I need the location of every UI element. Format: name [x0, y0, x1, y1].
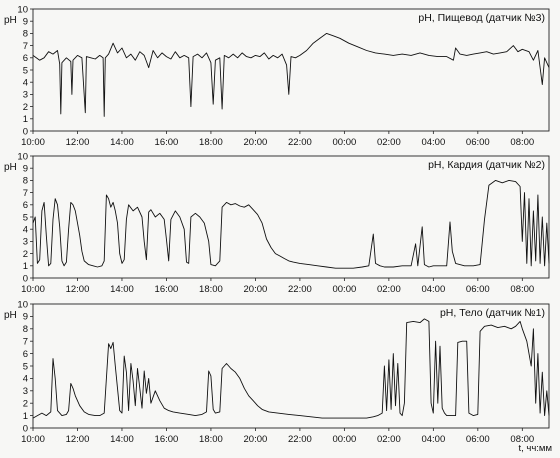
y-tick-label: 6 — [23, 349, 28, 360]
x-tick-label: 08:00 — [510, 284, 534, 295]
x-tick-label: 14:00 — [110, 284, 134, 295]
y-tick-label: 6 — [23, 53, 28, 64]
x-tick-label: 08:00 — [510, 137, 534, 148]
y-tick-label: 3 — [23, 386, 28, 397]
x-tick-label: 00:00 — [332, 284, 356, 295]
y-tick-label: 5 — [23, 65, 28, 76]
y-tick-label: 0 — [23, 423, 28, 434]
x-tick-label: 00:00 — [332, 137, 356, 148]
x-tick-label: 16:00 — [155, 284, 179, 295]
x-tick-label: 16:00 — [155, 137, 179, 148]
x-tick-label: 08:00 — [510, 434, 534, 445]
x-tick-label: 18:00 — [199, 434, 223, 445]
y-tick-label: 7 — [23, 337, 28, 348]
x-tick-label: 02:00 — [377, 434, 401, 445]
x-tick-label: 10:00 — [21, 284, 45, 295]
y-tick-label: 6 — [23, 200, 28, 211]
x-tick-label: 18:00 — [199, 284, 223, 295]
x-tick-label: 02:00 — [377, 284, 401, 295]
panel-title: pH, Пищевод (датчик №3) — [418, 12, 545, 24]
x-tick-label: 22:00 — [288, 434, 312, 445]
y-tick-label: 8 — [23, 29, 28, 40]
y-tick-label: 0 — [23, 273, 28, 284]
plot-frame — [32, 303, 550, 429]
y-tick-label: 9 — [23, 312, 28, 323]
x-tick-label: 12:00 — [66, 137, 90, 148]
x-tick-label: 14:00 — [110, 434, 134, 445]
x-tick-label: 04:00 — [421, 137, 445, 148]
y-tick-label: 7 — [23, 41, 28, 52]
y-tick-label: 10 — [17, 4, 28, 15]
x-tick-label: 18:00 — [199, 137, 223, 148]
y-tick-label: 2 — [23, 399, 28, 410]
y-tick-label: 9 — [23, 164, 28, 175]
panel-title: pH, Тело (датчик №1) — [440, 307, 545, 319]
x-tick-label: 04:00 — [421, 284, 445, 295]
ph-series-line — [32, 179, 550, 269]
y-tick-label: 5 — [23, 361, 28, 372]
x-tick-label: 16:00 — [155, 434, 179, 445]
plot-frame — [32, 155, 550, 279]
x-tick-label: 22:00 — [288, 284, 312, 295]
y-tick-label: 10 — [17, 299, 28, 310]
y-tick-label: 2 — [23, 249, 28, 260]
x-tick-label: 00:00 — [332, 434, 356, 445]
x-tick-label: 14:00 — [110, 137, 134, 148]
y-tick-label: 5 — [23, 212, 28, 223]
x-tick-label: 10:00 — [21, 137, 45, 148]
y-tick-label: 1 — [23, 261, 28, 272]
y-axis-label: pH — [4, 162, 17, 173]
y-tick-label: 4 — [23, 225, 28, 236]
y-tick-label: 8 — [23, 324, 28, 335]
x-tick-label: 02:00 — [377, 137, 401, 148]
x-tick-label: 12:00 — [66, 434, 90, 445]
y-tick-label: 2 — [23, 102, 28, 113]
plot-frame — [32, 8, 550, 132]
x-tick-label: 10:00 — [21, 434, 45, 445]
y-tick-label: 7 — [23, 188, 28, 199]
x-tick-label: 22:00 — [288, 137, 312, 148]
y-tick-label: 4 — [23, 78, 28, 89]
y-tick-label: 8 — [23, 176, 28, 187]
ph-series-line — [32, 318, 550, 419]
x-tick-label: 04:00 — [421, 434, 445, 445]
y-tick-label: 10 — [17, 151, 28, 162]
y-tick-label: 9 — [23, 17, 28, 28]
y-axis-label: pH — [4, 310, 17, 321]
y-tick-label: 4 — [23, 374, 28, 385]
x-tick-label: 20:00 — [244, 284, 268, 295]
ph-series-line — [32, 32, 550, 117]
x-tick-label: 12:00 — [66, 284, 90, 295]
panel-title: pH, Кардия (датчик №2) — [428, 159, 545, 171]
x-tick-label: 06:00 — [466, 434, 490, 445]
x-tick-label: 20:00 — [244, 434, 268, 445]
y-tick-label: 0 — [23, 126, 28, 137]
y-tick-label: 3 — [23, 90, 28, 101]
y-tick-label: 1 — [23, 411, 28, 422]
x-tick-label: 06:00 — [466, 284, 490, 295]
y-tick-label: 3 — [23, 237, 28, 248]
x-unit-label: t, чч:мм — [518, 443, 552, 454]
x-tick-label: 06:00 — [466, 137, 490, 148]
x-tick-label: 20:00 — [244, 137, 268, 148]
y-tick-label: 1 — [23, 114, 28, 125]
y-axis-label: pH — [4, 15, 17, 26]
